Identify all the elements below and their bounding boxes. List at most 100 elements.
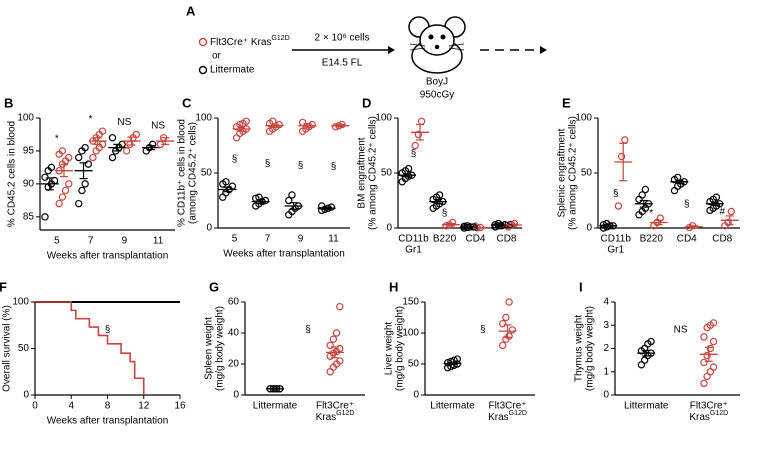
data-point: [65, 153, 73, 162]
data-point: [700, 333, 708, 341]
data-point: [236, 120, 244, 129]
data-point: [242, 117, 250, 126]
y-tick-label: 85: [23, 211, 35, 222]
y-axis-label: BM engraftment: [357, 137, 368, 208]
data-point: [712, 193, 721, 201]
x-tick-label: 4: [68, 401, 74, 412]
data-point: [641, 185, 650, 194]
x-tick-label: CD4: [677, 234, 697, 245]
data-point: [78, 186, 86, 195]
annotation: §: [105, 325, 111, 336]
y-tick-label: 0: [603, 390, 609, 401]
x-tick-label: 5: [232, 234, 238, 245]
legend-label: Littermate: [210, 65, 255, 76]
annotation: §: [265, 158, 271, 169]
annotation: NS: [117, 117, 131, 128]
survival-curve: [35, 301, 145, 395]
x-tick-label: 7: [265, 234, 271, 245]
y-axis-label: (% among CD45.2⁺ cells): [368, 116, 379, 230]
x-tick-label: CD8: [712, 234, 732, 245]
y-tick-label: 0: [586, 223, 592, 234]
panel-a: A or 2 × 10⁶ cells E14.5 FL BoyJ 950cGy: [186, 3, 547, 101]
y-tick-label: 2: [603, 343, 609, 354]
x-axis-label: Weeks after transplantation: [47, 251, 169, 262]
text-part: Kras: [488, 412, 509, 423]
panel: D 0 50 100 BM engraftment (% among CD45.2⁺ ce…: [357, 95, 523, 256]
y-tick-label: 100: [17, 113, 34, 124]
data-point: [670, 186, 679, 195]
data-point: [709, 319, 718, 327]
y-tick-label: 100: [402, 328, 419, 339]
data-point: [453, 355, 461, 363]
data-point: [700, 358, 708, 367]
y-tick-label: 50: [201, 168, 213, 179]
x-tick-label: 12: [138, 401, 150, 412]
x-tick-label: 0: [32, 401, 38, 412]
data-point: [84, 160, 93, 168]
x-tick-label: KrasG12D: [488, 410, 527, 423]
data-point: [494, 219, 503, 228]
y-tick-label: 3: [603, 320, 609, 331]
legend-marker: [198, 65, 208, 75]
x-tick-label: CD4: [465, 234, 485, 245]
annotation: §: [232, 154, 238, 165]
data-point: [89, 153, 97, 162]
y-tick-label: 0: [233, 390, 239, 401]
legend-label: Flt3Cre⁺ KrasG12D: [210, 35, 290, 48]
superscript: G12D: [336, 410, 354, 417]
superscript: G12D: [509, 410, 527, 417]
panel: G 0 20 40 60 Spleen weight (mg/g body weight) L…: [204, 279, 365, 423]
data-point: [435, 191, 444, 199]
y-tick-label: 20: [228, 359, 240, 370]
data-point: [647, 337, 655, 346]
y-tick-label: 100: [195, 113, 212, 124]
data-point: [98, 127, 107, 135]
y-tick-label: 50: [381, 168, 393, 179]
annotation: §: [473, 222, 479, 233]
x-tick-label: 11: [153, 236, 164, 247]
y-tick-label: 4: [603, 297, 609, 308]
panel-letter: B: [4, 95, 13, 110]
x-tick-label: CD11b: [601, 234, 632, 245]
y-axis-label: (% among CD45.2⁺ cells): [568, 116, 579, 230]
data-point: [222, 178, 230, 186]
data-point: [505, 332, 513, 340]
data-point: [404, 164, 413, 173]
x-tick-label: 7: [88, 236, 94, 247]
y-axis-label: % CD45.2 cells in blood: [7, 121, 18, 227]
annotation: #: [719, 207, 725, 218]
x-tick-label: 16: [174, 401, 186, 412]
superscript: G12D: [271, 35, 289, 42]
y-axis-label: Thymus weight: [574, 315, 585, 382]
mouse-icon: [408, 16, 466, 74]
data-point: [709, 337, 718, 346]
arrow-top-text: 2 × 10⁶ cells: [315, 33, 370, 44]
data-point: [414, 130, 423, 139]
data-point: [336, 357, 344, 365]
panel-letter: E: [562, 95, 571, 110]
panel: C 0 50 100 % CD11b⁺ cells in blood (among CD4…: [177, 95, 350, 260]
annotation: *: [649, 208, 653, 219]
x-axis-label: Weeks after transplantation: [47, 416, 169, 427]
data-point: [621, 136, 629, 144]
annotation: §: [331, 162, 337, 173]
x-tick-label: KrasG12D: [689, 410, 728, 423]
data-point: [47, 163, 56, 172]
or-text: or: [212, 51, 222, 62]
annotation: §: [298, 160, 304, 171]
y-axis-label: (mg/g body weight): [395, 306, 406, 391]
x-tick-label: Gr1: [405, 245, 422, 256]
data-point: [318, 202, 326, 210]
x-tick-label: CD11b: [398, 234, 429, 245]
x-tick-label: Gr1: [607, 245, 624, 256]
panel-letter: H: [389, 279, 398, 294]
y-axis-label: Splenic engraftment: [557, 128, 568, 217]
legend-marker: [198, 37, 208, 47]
panel: H 0 50 100 150 Liver weight (mg/g body weight)…: [384, 279, 535, 423]
annotation: §: [613, 189, 619, 200]
annotation: §: [480, 325, 486, 336]
arrow-head: [540, 46, 547, 54]
y-tick-label: 50: [581, 168, 593, 179]
arrow-bottom-text: E14.5 FL: [322, 58, 363, 69]
